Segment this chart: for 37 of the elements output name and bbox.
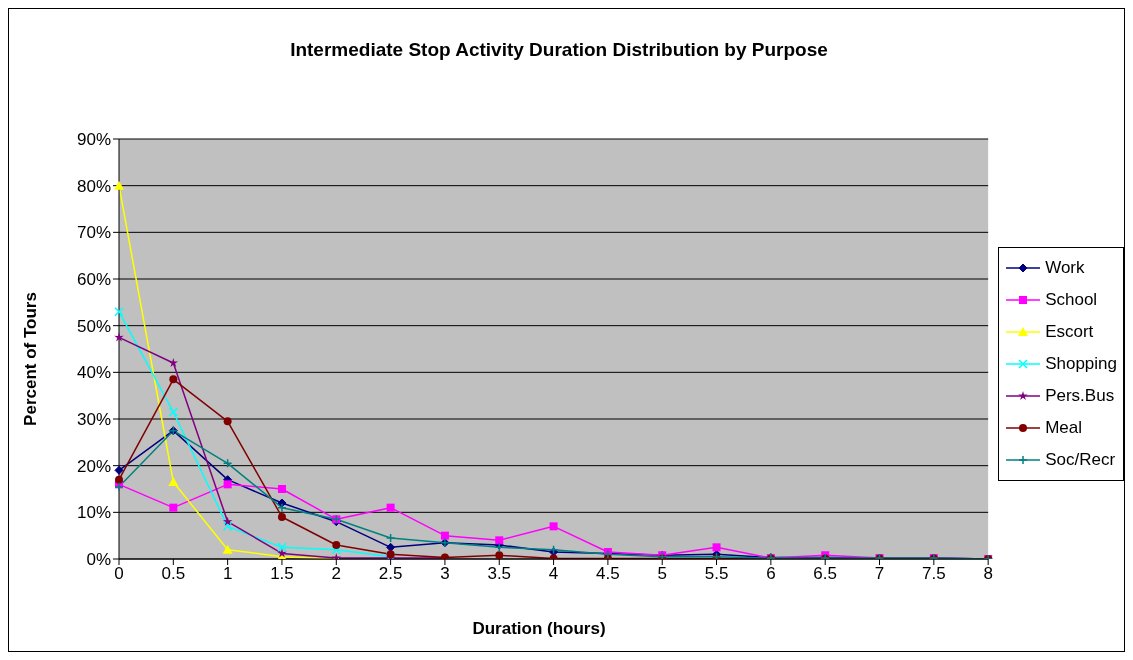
y-tick-label: 30%	[76, 410, 111, 430]
x-tick-label: 5.5	[704, 564, 729, 584]
legend-label: Soc/Recr	[1045, 450, 1116, 470]
x-tick-label: 6.5	[813, 564, 838, 584]
x-tick-label: 4	[548, 564, 559, 584]
x-tick-label: 1	[222, 564, 233, 584]
legend-label: Meal	[1045, 418, 1083, 438]
x-tick-label: 0	[114, 564, 124, 584]
x-tick-label: 2.5	[378, 564, 403, 584]
x-tick-label: 7	[874, 564, 885, 584]
y-axis-title: Percent of Tours	[21, 292, 41, 426]
x-tick-label: 8	[983, 564, 993, 584]
legend-label: Escort	[1045, 322, 1094, 342]
x-tick-label: 2	[331, 564, 342, 584]
x-tick-label: 1.5	[270, 564, 294, 584]
y-tick-label: 0%	[86, 550, 111, 570]
x-tick-label: 0.5	[161, 564, 186, 584]
x-tick-label: 5	[657, 564, 667, 584]
y-tick-label: 50%	[76, 316, 111, 336]
chart-title: Intermediate Stop Activity Duration Distribution by Purpose	[289, 39, 829, 61]
x-tick-label: 3.5	[487, 564, 512, 584]
legend-label: Pers.Bus	[1045, 386, 1115, 406]
legend-label: Work	[1045, 258, 1085, 278]
x-axis-title: Duration (hours)	[471, 619, 607, 639]
legend-label: Shopping	[1045, 354, 1117, 374]
y-tick-label: 60%	[76, 270, 111, 290]
legend-label: School	[1045, 290, 1098, 310]
y-tick-label: 20%	[76, 456, 111, 476]
y-tick-label: 90%	[76, 130, 111, 150]
x-tick-label: 7.5	[922, 564, 946, 584]
x-tick-label: 4.5	[596, 564, 620, 584]
y-tick-label: 10%	[76, 503, 111, 523]
y-tick-label: 40%	[76, 363, 111, 383]
x-tick-label: 6	[766, 564, 776, 584]
x-tick-label: 3	[440, 564, 450, 584]
y-tick-label: 80%	[76, 176, 111, 196]
y-tick-label: 70%	[76, 223, 111, 243]
